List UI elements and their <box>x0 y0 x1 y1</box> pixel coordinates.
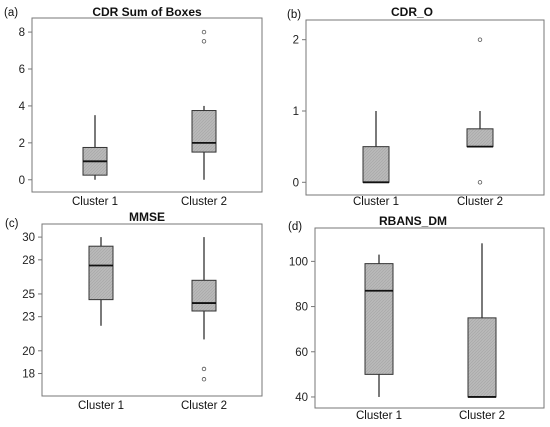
y-tick-label: 28 <box>22 255 35 267</box>
box-cluster-2 <box>467 243 497 398</box>
chart-panel-2: (b) CDR_O 0 1 2 Cluster 1 Cluster 2 <box>287 5 545 208</box>
box-cluster-1 <box>364 254 394 397</box>
chart-title: CDR Sum of Boxes <box>92 5 202 19</box>
chart-title: RBANS_DM <box>379 214 447 228</box>
y-tick-label: 80 <box>295 302 308 314</box>
y-tick-label: 6 <box>19 64 25 76</box>
x-category-label: Cluster 2 <box>459 410 505 422</box>
panel-label: (d) <box>288 221 302 233</box>
panel-label: (c) <box>5 218 19 230</box>
y-tick-label: 2 <box>293 35 299 47</box>
panel-label: (b) <box>287 9 301 21</box>
y-tick-label: 40 <box>295 392 308 404</box>
x-category-label: Cluster 1 <box>353 196 399 208</box>
chart-title: CDR_O <box>391 5 433 19</box>
x-category-label: Cluster 1 <box>72 196 118 208</box>
y-tick-label: 30 <box>22 232 35 244</box>
chart-title: MMSE <box>129 210 165 224</box>
iqr-box <box>362 146 390 183</box>
iqr-box <box>467 317 497 398</box>
y-tick-label: 2 <box>19 138 25 150</box>
outlier-point <box>201 377 207 382</box>
plot-frame <box>31 17 263 193</box>
outlier-point <box>477 37 483 42</box>
y-tick-label: 8 <box>19 27 25 39</box>
outlier-point <box>201 39 207 44</box>
box-cluster-1 <box>82 115 108 180</box>
y-tick-label: 0 <box>293 177 299 189</box>
outlier-point <box>201 366 207 372</box>
box-cluster-1 <box>88 237 114 326</box>
chart-panel-4: (d) RBANS_DM 40 60 80 100 Cluster 1 Cluster 2 <box>288 214 545 422</box>
y-tick-label: 1 <box>293 106 299 118</box>
y-tick-label: 0 <box>19 175 25 187</box>
plot-frame <box>314 227 545 409</box>
iqr-box <box>191 110 217 153</box>
chart-panel-3: (c) MMSE 18 20 23 25 28 30 Cluster 1 Cluster 2 <box>5 210 263 412</box>
chart-panel-1: (a) CDR Sum of Boxes 0 2 4 6 8 Cluster 1 Cluster… <box>4 5 263 208</box>
y-tick-label: 18 <box>22 369 35 381</box>
y-tick-label: 4 <box>19 101 26 113</box>
outlier-point <box>477 180 483 185</box>
y-tick-label: 23 <box>22 312 35 324</box>
x-category-label: Cluster 1 <box>78 400 124 412</box>
iqr-box <box>191 279 217 312</box>
x-category-label: Cluster 2 <box>181 196 227 208</box>
iqr-box <box>466 128 494 148</box>
x-category-label: Cluster 2 <box>181 400 227 412</box>
iqr-box <box>88 245 114 301</box>
x-category-label: Cluster 1 <box>356 410 402 422</box>
panel-label: (a) <box>4 7 18 19</box>
y-tick-label: 60 <box>295 347 308 359</box>
plot-frame <box>305 19 545 196</box>
box-cluster-2 <box>191 29 217 180</box>
outlier-point <box>201 29 207 35</box>
y-tick-label: 20 <box>22 346 35 358</box>
y-tick-label: 25 <box>22 289 35 301</box>
iqr-box <box>364 263 394 375</box>
y-tick-label: 100 <box>289 256 308 268</box>
box-cluster-1 <box>362 110 390 184</box>
x-category-label: Cluster 2 <box>457 196 503 208</box>
plot-frame <box>41 223 263 397</box>
box-cluster-2 <box>191 237 217 382</box>
box-cluster-2 <box>466 37 494 185</box>
